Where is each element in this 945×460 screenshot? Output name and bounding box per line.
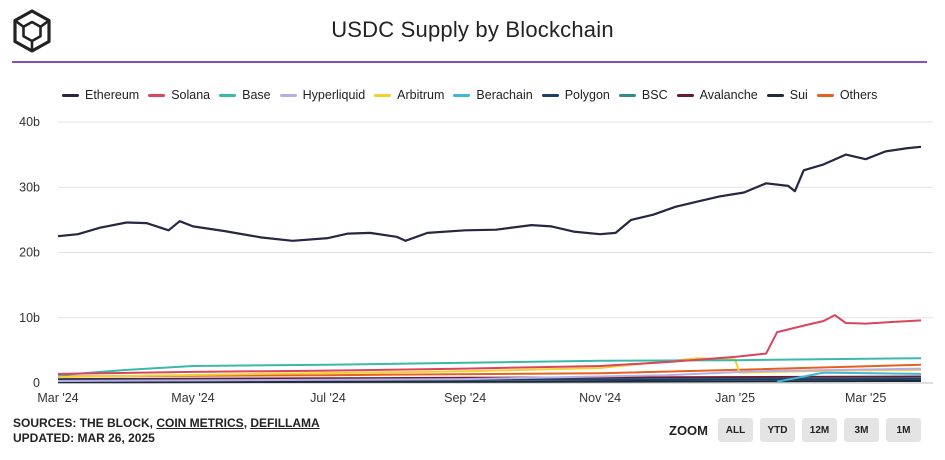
legend-item-berachain[interactable]: Berachain — [453, 88, 533, 102]
legend-label: Berachain — [476, 88, 533, 102]
x-tick-label: Nov '24 — [579, 391, 621, 405]
legend-item-polygon[interactable]: Polygon — [541, 88, 610, 102]
zoom-all-button[interactable]: ALL — [718, 418, 753, 442]
legend-swatch — [618, 93, 636, 97]
legend-label: Avalanche — [699, 88, 758, 102]
legend-label: BSC — [641, 88, 668, 102]
legend-item-solana[interactable]: Solana — [148, 88, 210, 102]
legend-label: Others — [839, 88, 878, 102]
sources-separator: , — [243, 416, 251, 430]
y-tick-label: 0 — [33, 376, 40, 390]
y-tick-label: 30b — [19, 180, 40, 194]
legend-swatch — [541, 93, 559, 97]
defillama-link[interactable]: DEFILLAMA — [250, 416, 320, 430]
series-line-solana[interactable] — [57, 314, 922, 375]
legend-swatch — [816, 93, 834, 97]
the-block-logo-icon — [10, 8, 54, 54]
series-line-ethereum[interactable] — [57, 145, 922, 242]
updated-date: UPDATED: MAR 26, 2025 — [13, 430, 155, 445]
series-line-sui[interactable] — [57, 380, 922, 384]
x-tick-label: Jul '24 — [310, 391, 346, 405]
legend-item-hyperliquid[interactable]: Hyperliquid — [279, 88, 366, 102]
legend-swatch — [374, 93, 392, 97]
series-line-others[interactable] — [57, 363, 922, 378]
legend-item-sui[interactable]: Sui — [766, 88, 808, 102]
legend-label: Polygon — [564, 88, 610, 102]
coin-metrics-link[interactable]: COIN METRICS — [156, 416, 244, 430]
legend-label: Ethereum — [85, 88, 140, 102]
y-tick-label: 40b — [19, 115, 40, 129]
x-tick-label: May '24 — [171, 391, 214, 405]
zoom-3m-button[interactable]: 3M — [844, 418, 879, 442]
legend-item-arbitrum[interactable]: Arbitrum — [374, 88, 444, 102]
series-line-berachain[interactable] — [777, 371, 922, 383]
zoom-label: ZOOM — [669, 422, 708, 438]
sources-prefix: SOURCES: THE BLOCK, — [13, 416, 157, 430]
sources-note: SOURCES: THE BLOCK, COIN METRICS, DEFILL… — [13, 416, 320, 445]
y-tick-label: 10b — [19, 311, 40, 325]
legend-swatch — [62, 93, 79, 97]
legend-label: Solana — [171, 88, 211, 102]
zoom-1m-button[interactable]: 1M — [886, 418, 921, 442]
legend-swatch — [676, 93, 694, 97]
legend-item-bsc[interactable]: BSC — [618, 88, 668, 102]
sources-line: SOURCES: THE BLOCK, COIN METRICS, DEFILL… — [13, 416, 320, 431]
chart-title: USDC Supply by Blockchain — [331, 17, 614, 42]
legend-item-ethereum[interactable]: Ethereum — [62, 88, 139, 102]
series-line-base[interactable] — [57, 357, 922, 377]
legend-label: Arbitrum — [397, 88, 445, 102]
zoom-controls: ZOOM ALL YTD 12M 3M 1M — [669, 418, 928, 442]
legend-item-base[interactable]: Base — [219, 88, 271, 102]
legend-label: Hyperliquid — [302, 88, 366, 102]
legend-swatch — [148, 93, 166, 97]
x-tick-label: Sep '24 — [444, 391, 486, 405]
zoom-ytd-button[interactable]: YTD — [760, 418, 795, 442]
legend-swatch — [766, 93, 784, 97]
legend-swatch — [219, 93, 237, 97]
chart-legend: Ethereum Solana Base Hyperliquid Arbitrum Ber… — [62, 86, 886, 104]
legend-swatch — [279, 93, 297, 97]
line-chart: 0 10b 20b 30b 40b Mar '24 May '24 Jul '24 Sep '2… — [19, 115, 933, 405]
x-tick-label: Mar '24 — [37, 391, 78, 405]
y-tick-label: 20b — [19, 246, 40, 260]
legend-label: Sui — [789, 88, 808, 102]
x-tick-label: Jan '25 — [715, 391, 755, 405]
series-line-avalanche[interactable] — [57, 375, 922, 381]
zoom-12m-button[interactable]: 12M — [802, 418, 837, 442]
series-line-hyperliquid[interactable] — [57, 367, 922, 382]
x-tick-label: Mar '25 — [845, 391, 886, 405]
legend-item-avalanche[interactable]: Avalanche — [676, 88, 758, 102]
legend-swatch — [453, 93, 471, 97]
legend-item-others[interactable]: Others — [816, 88, 878, 102]
legend-label: Base — [242, 88, 271, 102]
title-divider — [12, 61, 927, 63]
